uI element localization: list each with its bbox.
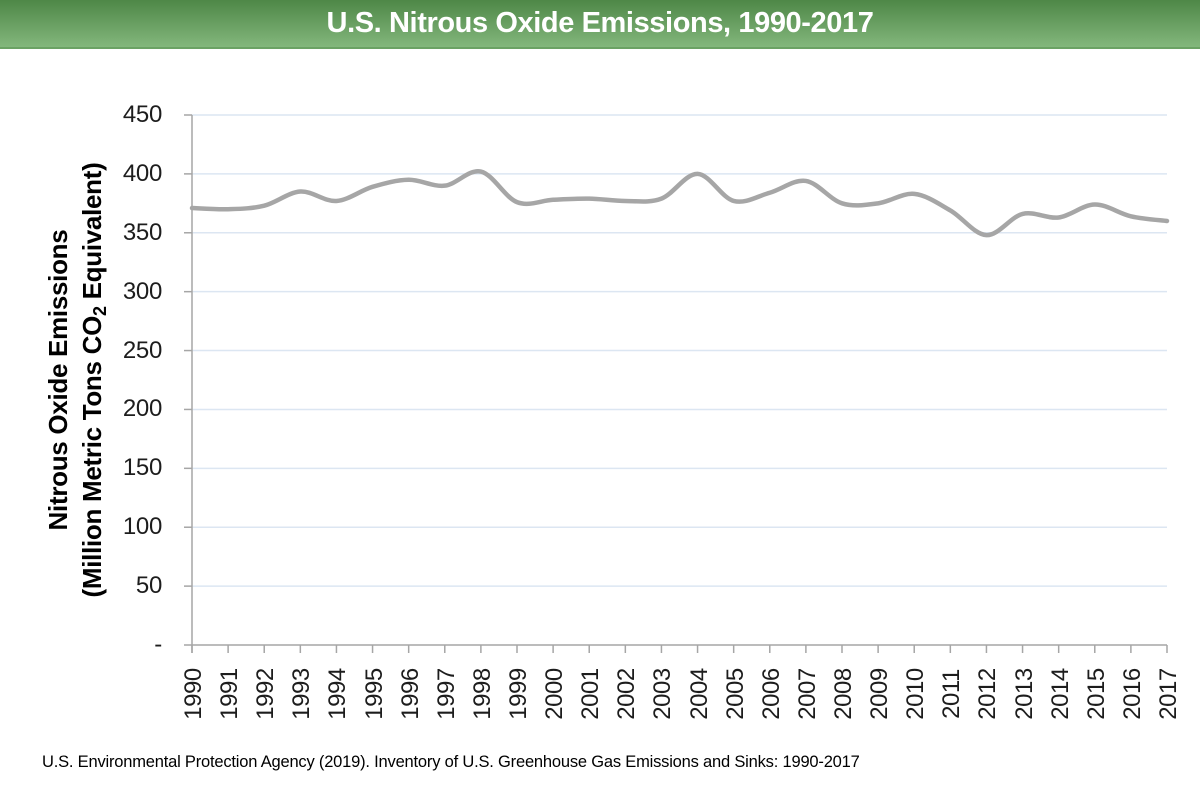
x-tick-label: 1993 [288, 668, 316, 720]
x-tick-label: 2009 [866, 668, 894, 720]
x-tick-label: 1990 [180, 668, 207, 720]
x-tick-label: 2002 [613, 668, 641, 720]
x-tick-label: 2008 [830, 668, 857, 720]
x-tick-label: 1991 [216, 668, 244, 720]
y-axis-title-line2: (Million Metric Tons CO2 Equivalent) [77, 162, 110, 598]
x-tick-label: 2005 [721, 668, 749, 720]
x-tick-label: 2014 [1046, 668, 1074, 720]
x-tick-label: 1992 [252, 668, 280, 720]
x-tick-label: 2016 [1118, 668, 1146, 720]
x-tick-label: 2000 [541, 668, 569, 720]
x-tick-label: 2012 [974, 668, 1002, 720]
x-tick-label: 1997 [432, 668, 460, 720]
chart-title: U.S. Nitrous Oxide Emissions, 1990-2017 [326, 7, 874, 39]
x-tick-label: 2010 [902, 668, 930, 720]
title-bar: U.S. Nitrous Oxide Emissions, 1990-2017 [0, 0, 1200, 49]
x-tick-label: 2015 [1082, 668, 1110, 720]
x-tick-label: 2017 [1155, 668, 1182, 720]
y-tick-label: 350 [122, 218, 162, 246]
y-tick-label: 450 [122, 101, 162, 128]
x-tick-label: 1999 [505, 668, 532, 720]
y-tick-label: 50 [135, 572, 162, 600]
co2-subscript: 2 [90, 306, 110, 316]
source-citation: U.S. Environmental Protection Agency (20… [42, 753, 860, 771]
y-tick-label: 300 [122, 277, 162, 305]
y-axis-title: Nitrous Oxide Emissions (Million Metric … [41, 130, 111, 630]
x-tick-label: 2011 [938, 669, 966, 719]
x-tick-label: 1995 [360, 668, 388, 720]
x-tick-label: 2003 [649, 668, 677, 720]
x-tick-label: 1996 [396, 668, 424, 720]
y-tick-label: 200 [122, 395, 162, 423]
x-tick-label: 2013 [1010, 668, 1038, 720]
x-tick-label: 2001 [577, 668, 605, 720]
x-tick-label: 2007 [793, 668, 821, 720]
y-axis-title-line1: Nitrous Oxide Emissions [43, 229, 73, 531]
y-tick-label: 150 [122, 454, 162, 482]
x-tick-label: 2004 [685, 668, 713, 720]
y-tick-label: - [154, 631, 162, 658]
x-tick-label: 1994 [324, 668, 352, 720]
y-tick-label: 400 [122, 159, 162, 187]
x-tick-label: 2006 [757, 668, 785, 720]
x-tick-label: 1998 [468, 668, 496, 720]
emissions-line-series [189, 169, 1170, 238]
y-tick-label: 100 [122, 513, 162, 541]
y-tick-label: 250 [122, 336, 162, 364]
